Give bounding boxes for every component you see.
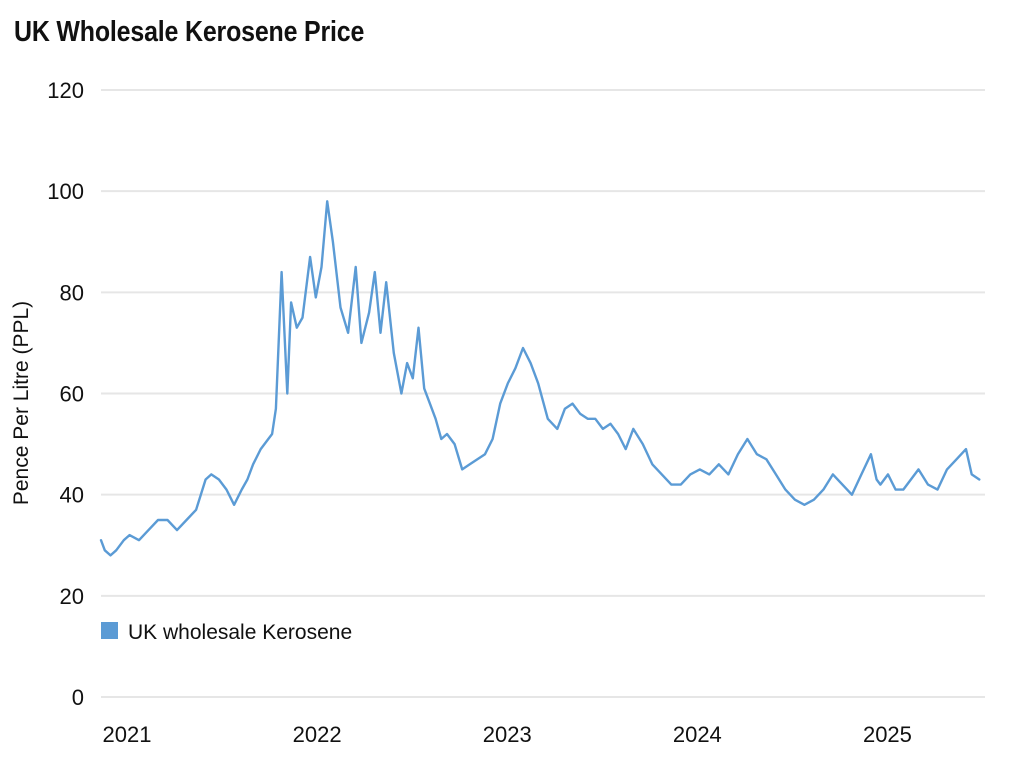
- y-tick-label: 80: [60, 280, 84, 305]
- y-tick-label: 100: [47, 179, 84, 204]
- y-tick-label: 120: [47, 78, 84, 103]
- y-tick-label: 60: [60, 382, 84, 407]
- y-tick-label: 0: [72, 685, 84, 710]
- x-tick-label: 2025: [863, 722, 912, 747]
- x-tick-label: 2023: [483, 722, 532, 747]
- gridlines: [101, 89, 985, 698]
- y-tick-label: 40: [60, 483, 84, 508]
- series-layer: [99, 200, 981, 557]
- x-axis-ticks: 2021 2022 2023 2024 2025: [103, 722, 912, 747]
- x-tick-label: 2022: [293, 722, 342, 747]
- legend: UK wholesale Kerosene: [101, 621, 352, 644]
- y-axis-label: Pence Per Litre (PPL): [10, 301, 33, 505]
- x-tick-label: 2024: [673, 722, 722, 747]
- chart-title: UK Wholesale Kerosene Price: [14, 16, 365, 48]
- x-tick-label: 2021: [103, 722, 152, 747]
- legend-swatch: [101, 622, 118, 639]
- y-tick-label: 20: [60, 584, 84, 609]
- legend-label: UK wholesale Kerosene: [128, 621, 352, 644]
- y-axis-ticks: 0 20 40 60 80 100 120: [47, 78, 84, 710]
- series-line-0: [99, 200, 981, 557]
